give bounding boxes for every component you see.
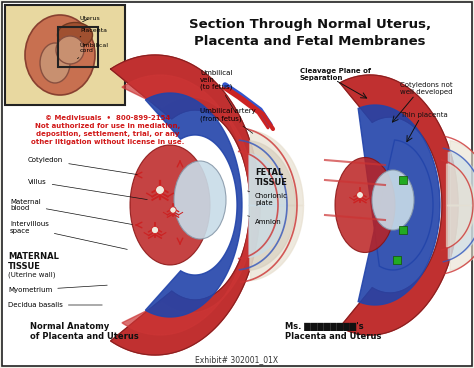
Text: Maternal
blood: Maternal blood [10, 198, 132, 224]
Text: Placenta: Placenta [80, 28, 107, 37]
Text: © Medivisuals  •  800-899-2154
Not authorized for use in mediation,
deposition, : © Medivisuals • 800-899-2154 Not authori… [31, 115, 185, 145]
Text: Amnion: Amnion [247, 216, 282, 225]
Bar [393, 256, 401, 264]
Polygon shape [340, 75, 458, 335]
Text: Villus: Villus [28, 179, 147, 199]
Ellipse shape [372, 170, 414, 230]
Circle shape [56, 36, 84, 64]
Text: Decidua basalis: Decidua basalis [8, 302, 102, 308]
Text: Intervillous
space: Intervillous space [10, 222, 128, 250]
Bar [399, 176, 407, 184]
Text: Cotyledon: Cotyledon [28, 157, 137, 174]
Text: Thin placenta: Thin placenta [400, 112, 448, 118]
Polygon shape [358, 105, 440, 305]
Text: Normal Anatomy
of Placenta and Uterus: Normal Anatomy of Placenta and Uterus [30, 322, 139, 342]
Text: Ms. ████████'s
Placenta and Uterus: Ms. ████████'s Placenta and Uterus [285, 322, 382, 342]
Bar [399, 226, 407, 234]
FancyBboxPatch shape [5, 5, 125, 105]
Text: FETAL
TISSUE: FETAL TISSUE [255, 168, 288, 187]
Text: Umbilical
vein
(to fetus): Umbilical vein (to fetus) [200, 70, 236, 113]
Circle shape [356, 192, 364, 198]
Text: (Uterine wall): (Uterine wall) [8, 272, 55, 279]
Text: Umbilical
cord: Umbilical cord [77, 43, 109, 59]
Text: Cleavage Plane of
Separation: Cleavage Plane of Separation [300, 68, 371, 81]
Text: Chorionic
plate: Chorionic plate [247, 191, 288, 206]
Text: Myometrium: Myometrium [8, 285, 107, 293]
Ellipse shape [40, 43, 70, 83]
Ellipse shape [174, 161, 226, 239]
Ellipse shape [335, 158, 395, 252]
Text: Section Through Normal Uterus,
Placenta and Fetal Membranes: Section Through Normal Uterus, Placenta … [189, 18, 431, 48]
Circle shape [155, 185, 164, 194]
Polygon shape [110, 55, 260, 355]
Polygon shape [122, 75, 255, 335]
Text: Uterus: Uterus [80, 15, 101, 22]
Text: Exhibit# 302001_01X: Exhibit# 302001_01X [195, 355, 279, 364]
Text: Umbilical artery
(from fetus): Umbilical artery (from fetus) [200, 108, 256, 133]
Ellipse shape [130, 145, 210, 265]
Circle shape [151, 226, 159, 234]
Text: Cotyledons not
well developed: Cotyledons not well developed [400, 82, 453, 95]
Polygon shape [146, 93, 242, 317]
Text: MATERNAL
TISSUE: MATERNAL TISSUE [8, 252, 59, 272]
Ellipse shape [57, 22, 92, 47]
Ellipse shape [25, 15, 95, 95]
Circle shape [170, 207, 176, 213]
